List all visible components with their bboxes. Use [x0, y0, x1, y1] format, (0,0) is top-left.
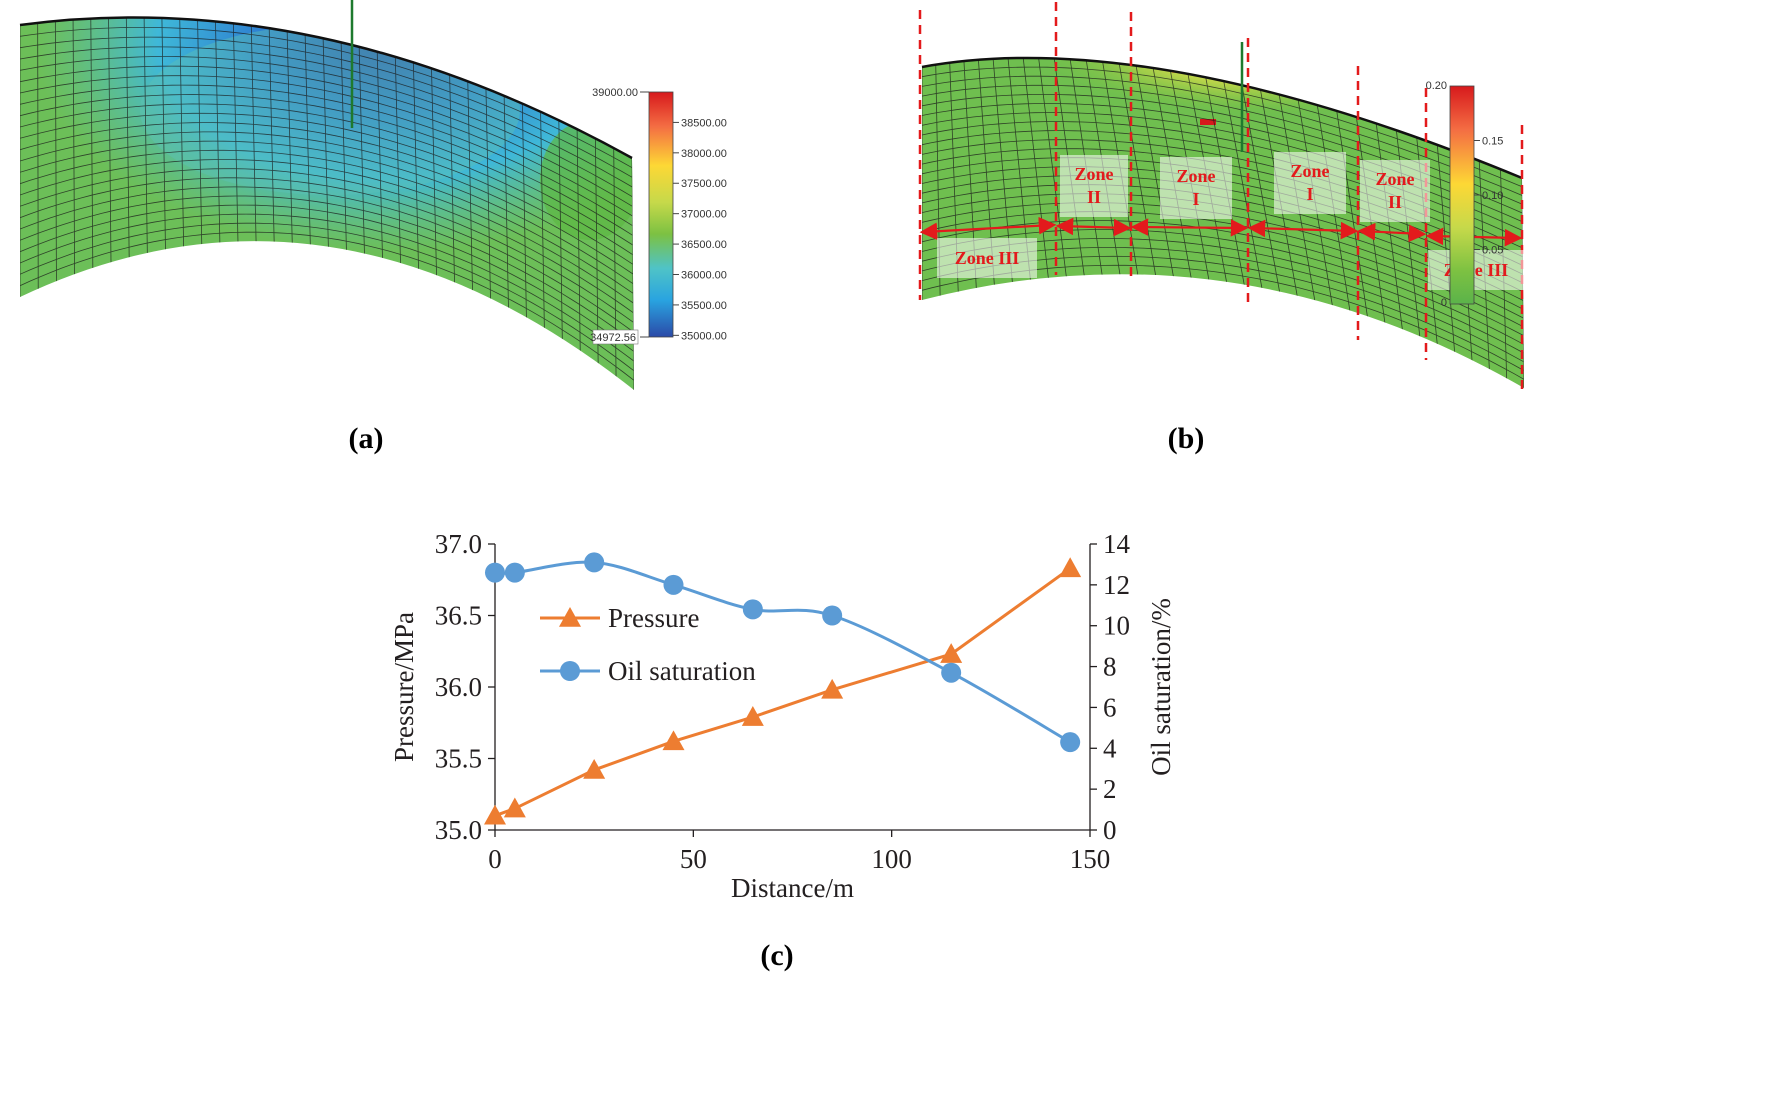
zone-i-right-label-1: Zone — [1290, 161, 1329, 181]
saturation-field-svg: Zone III Zone II Zone I Zone I Zone II Z… — [918, 2, 1524, 455]
colorbar-tick-label: 35000.00 — [681, 330, 727, 342]
zone-ii-right-label-1: Zone — [1375, 169, 1414, 189]
data-point-oil-saturation — [1060, 732, 1081, 753]
x-axis-label: Distance/m — [731, 873, 854, 903]
y-tick-label: 35.5 — [435, 744, 482, 774]
zone-ii-left-label-2: II — [1087, 187, 1101, 207]
y-tick-label: 36.5 — [435, 601, 482, 631]
data-point-pressure — [940, 643, 963, 663]
y2-tick-label: 6 — [1103, 692, 1117, 722]
zone-iii-left-label: Zone III — [955, 248, 1020, 268]
y2-tick-label: 0 — [1103, 815, 1117, 845]
legend-marker — [559, 607, 581, 627]
zone-i-left-label-2: I — [1192, 189, 1199, 209]
zone-labels: Zone III Zone II Zone I Zone I Zone II Z… — [937, 152, 1524, 290]
y2-tick-label: 2 — [1103, 774, 1117, 804]
data-point-oil-saturation — [584, 552, 605, 573]
colorbar-tick-label: 38500.00 — [681, 117, 727, 129]
colorbar-tick-label: 35500.00 — [681, 300, 727, 312]
series-line-pressure — [494, 567, 1072, 818]
pressure-saturation-chart: 0 50 100 150 35.0 35.5 36.0 36.5 37.0 0 2 4 6 8 10 12 14… — [389, 529, 1176, 972]
colorbar-b-tick-label: 0.05 — [1482, 245, 1503, 257]
zone-ii-right-label-2: II — [1388, 192, 1402, 212]
data-point-oil-saturation — [941, 662, 962, 683]
x-tick-label: 0 — [488, 844, 502, 874]
data-point-pressure — [821, 678, 844, 699]
y-tick-label: 36.0 — [435, 672, 482, 702]
data-point-pressure — [1059, 557, 1082, 578]
chart-axes: 0 50 100 150 35.0 35.5 36.0 36.5 37.0 0 2 4 6 8 10 12 14 — [435, 529, 1131, 874]
data-point-pressure — [503, 797, 526, 818]
y-tick-label: 37.0 — [435, 529, 482, 559]
y2-tick-label: 14 — [1103, 529, 1131, 559]
y2-tick-label: 4 — [1103, 733, 1117, 763]
chart-legend: Pressure Oil saturation — [540, 603, 756, 686]
panel-b-saturation-field: Zone III Zone II Zone I Zone I Zone II Z… — [900, 0, 1772, 470]
zone-i-right-label-2: I — [1306, 184, 1313, 204]
x-tick-label: 100 — [871, 844, 912, 874]
colorbar-tick-label: 36000.00 — [681, 269, 727, 281]
pressure-colorbar: 39000.00 34972.56 38500.00 38000.00 37500.… — [590, 87, 727, 345]
y2-tick-label: 10 — [1103, 611, 1130, 641]
panel-b-label: (b) — [1168, 422, 1205, 455]
panel-c-chart: 0 50 100 150 35.0 35.5 36.0 36.5 37.0 0 2 4 6 8 10 12 14… — [389, 529, 1360, 1100]
saturation-grid — [922, 57, 1524, 388]
data-point-oil-saturation — [485, 562, 505, 583]
legend-label: Pressure — [608, 603, 699, 633]
legend-label: Oil saturation — [608, 656, 756, 686]
y2-tick-label: 12 — [1103, 570, 1130, 600]
data-point-pressure — [583, 758, 606, 779]
y-tick-label: 35.0 — [435, 815, 482, 845]
colorbar-tick-label: 37500.00 — [681, 178, 727, 190]
data-point-oil-saturation — [742, 599, 763, 620]
data-point-oil-saturation — [822, 605, 843, 626]
zone-i-left-label-1: Zone — [1176, 166, 1215, 186]
data-point-pressure — [662, 730, 685, 751]
colorbar-b-tick-label: 0.10 — [1482, 190, 1503, 202]
x-tick-label: 150 — [1070, 844, 1111, 874]
panel-a-pressure-field: 39000.00 34972.56 38500.00 38000.00 37500.… — [0, 0, 880, 470]
pressure-grid — [20, 17, 634, 391]
series-line-oil-saturation — [494, 560, 1071, 744]
colorbar-b-min: 0 — [1441, 297, 1447, 309]
data-point-pressure — [741, 706, 764, 726]
saturation-colorbar: 0.20 0 0.15 0.10 0.05 — [1426, 80, 1504, 309]
x-tick-label: 50 — [680, 844, 707, 874]
data-point-pressure — [484, 804, 506, 825]
data-point-oil-saturation — [504, 562, 525, 583]
colorbar-max-label: 39000.00 — [592, 87, 638, 99]
panel-a-label: (a) — [349, 422, 384, 455]
colorbar-tick-label: 37000.00 — [681, 209, 727, 221]
colorbar-min-label: 34972.56 — [590, 332, 636, 344]
colorbar-tick-label: 38000.00 — [681, 148, 727, 160]
colorbar-tick-label: 36500.00 — [681, 239, 727, 251]
panel-c-label: (c) — [760, 939, 793, 972]
y2-axis-label: Oil saturation/% — [1146, 598, 1176, 776]
legend-marker — [560, 661, 580, 681]
colorbar-b-max: 0.20 — [1426, 80, 1447, 92]
y2-tick-label: 8 — [1103, 652, 1117, 682]
colorbar-b-tick-label: 0.15 — [1482, 136, 1503, 148]
zone-ii-left-label-1: Zone — [1074, 164, 1113, 184]
chart-series — [484, 552, 1082, 825]
y-axis-label: Pressure/MPa — [389, 612, 419, 762]
pressure-field-svg: 39000.00 34972.56 38500.00 38000.00 37500.… — [19, 0, 727, 455]
data-point-oil-saturation — [663, 574, 684, 595]
